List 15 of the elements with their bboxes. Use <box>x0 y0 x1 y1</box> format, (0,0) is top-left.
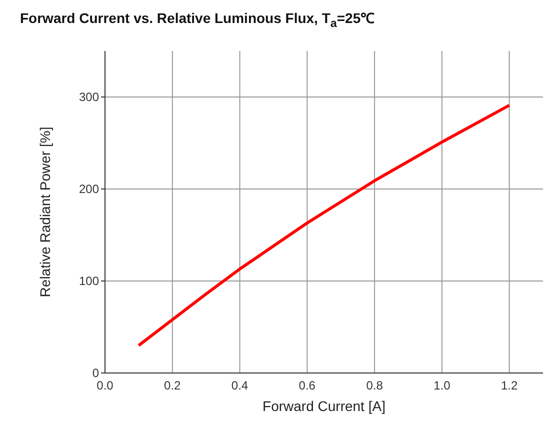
x-tick-label: 1.0 <box>434 378 451 393</box>
chart-title: Forward Current vs. Relative Luminous Flux, T$_{a}$=25℃ <box>20 9 375 30</box>
y-tick-label: 300 <box>78 90 100 104</box>
y-tick-label: 0 <box>92 366 100 380</box>
x-tick-label: 0.4 <box>231 378 248 393</box>
x-tick-label: 1.2 <box>500 378 518 393</box>
y-tick-label: 100 <box>78 274 100 288</box>
line-series <box>137 104 511 347</box>
x-tick-label: 0.8 <box>366 378 384 393</box>
x-tick-label: 0.2 <box>164 378 182 393</box>
x-axis-title: Forward Current [A] <box>262 398 386 414</box>
y-axis-title: Relative Radiant Power [%] <box>36 126 53 298</box>
x-tick-label: 0.0 <box>96 378 114 393</box>
y-tick-label: 200 <box>78 182 100 196</box>
x-tick-label: 0.6 <box>298 378 316 393</box>
